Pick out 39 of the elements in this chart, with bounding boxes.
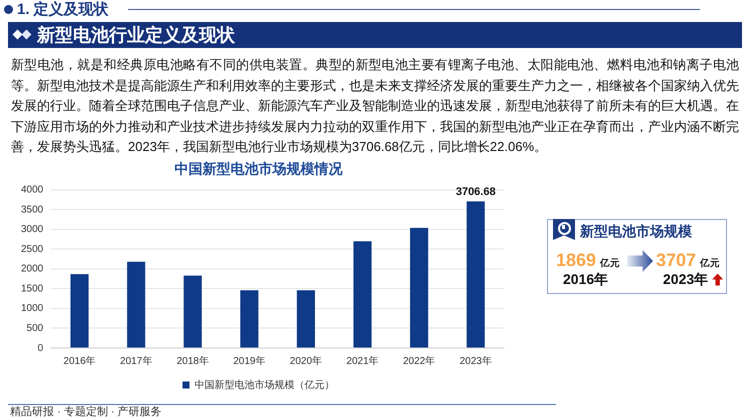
data-label: 3706.68 bbox=[456, 186, 496, 198]
y-tick-label: 3500 bbox=[20, 204, 44, 216]
x-tick-label: 2019年 bbox=[233, 354, 266, 367]
y-tick-label: 2500 bbox=[20, 244, 44, 255]
x-tick-label: 2017年 bbox=[120, 354, 152, 367]
x-tick-label: 2021年 bbox=[346, 354, 379, 367]
y-tick-label: 3000 bbox=[20, 224, 44, 236]
x-tick-label: 2020年 bbox=[290, 354, 322, 367]
x-tick-label: 2018年 bbox=[176, 354, 209, 367]
text: 亿元 bbox=[600, 258, 620, 270]
y-tick-label: 1000 bbox=[20, 303, 44, 314]
y-tick-label: 1500 bbox=[20, 283, 44, 294]
bar bbox=[296, 290, 315, 348]
bar bbox=[410, 228, 428, 348]
bar bbox=[70, 274, 89, 348]
text: 新型电池，就是和经典原电池略有不同的供电装置。典型的新型电池主要有锂离子电池、太阳能电池、燃料电池和钠离子电池等。新型电池技术是提高能源生产和利用效率的主要形式，也是未来支撑经济发展的重要生产力之一，相继被各个国家纳入优先发展的行业。随着全球范围电子信息产业、新能源汽车产业及智能制造业的迅速发展，新型电池获得了前所未有的巨大机遇。在下游应用市场的外力推动和产业技术进步持续发展内力拉动的双重作用下，我国的新型电池产业正在孕育而出，产业内涵不断完善，发展势头迅猛。2023年，我国新型电池行业市场规模为3706.68亿元，同比增长22.06%。 bbox=[11, 56, 739, 156]
text: 2023年 bbox=[663, 271, 708, 288]
legend-label: 中国新型电池市场规模（亿元） bbox=[194, 378, 334, 391]
bar bbox=[353, 241, 372, 348]
x-tick-label: 2023年 bbox=[460, 354, 492, 367]
text: 新型电池市场规模 bbox=[580, 222, 692, 240]
bar bbox=[240, 290, 258, 348]
text: 2016年 bbox=[563, 271, 608, 288]
text: 1869 bbox=[556, 250, 596, 271]
y-tick-label: 0 bbox=[38, 342, 44, 354]
x-tick-label: 2016年 bbox=[63, 354, 96, 367]
text: 亿元 bbox=[700, 258, 720, 270]
chart-title: 中国新型电池市场规模情况 bbox=[174, 160, 344, 176]
bar bbox=[127, 262, 146, 348]
text: 新型电池行业定义及现状 bbox=[37, 24, 235, 47]
text: 精品研报 · 专题定制 · 产研服务 bbox=[10, 406, 162, 419]
bar bbox=[466, 201, 485, 348]
text: 3707 bbox=[656, 250, 696, 271]
bar bbox=[184, 276, 202, 348]
y-tick-label: 2000 bbox=[20, 264, 44, 275]
y-tick-label: 500 bbox=[26, 322, 44, 334]
text: 1. 定义及现状 bbox=[17, 0, 109, 19]
y-tick-label: 4000 bbox=[20, 184, 44, 196]
x-tick-label: 2022年 bbox=[402, 354, 436, 367]
